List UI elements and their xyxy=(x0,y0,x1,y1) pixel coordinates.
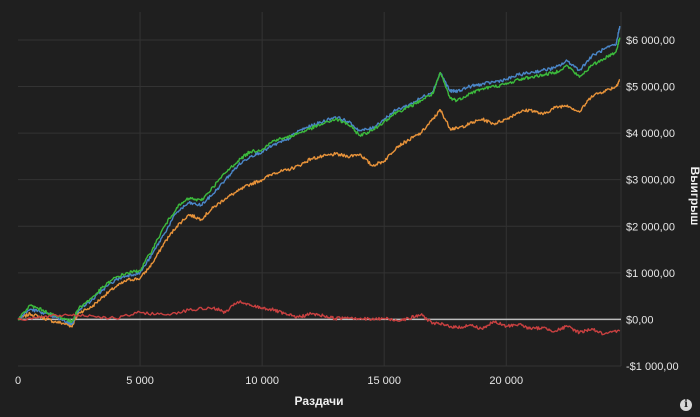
info-icon[interactable]: i xyxy=(680,399,692,411)
y-tick-label: $3 000,00 xyxy=(626,175,675,187)
x-tick-label: 15 000 xyxy=(367,375,401,387)
x-axis-ticks: 0 5 000 10 000 15 000 20 000 xyxy=(15,375,523,387)
y-tick-label: $5 000,00 xyxy=(626,82,675,94)
y-tick-label: -$1 000,00 xyxy=(626,361,679,373)
series-line xyxy=(17,37,621,324)
x-tick-label: 10 000 xyxy=(245,375,279,387)
series-line xyxy=(17,78,621,328)
y-tick-label: $1 000,00 xyxy=(626,268,675,280)
series-line xyxy=(17,25,621,326)
x-tick-label: 20 000 xyxy=(489,375,523,387)
grid xyxy=(18,12,622,367)
y-tick-label: $0,00 xyxy=(626,314,654,326)
y-tick-label: $2 000,00 xyxy=(626,221,675,233)
x-axis-title: Раздачи xyxy=(295,394,344,408)
series-line xyxy=(17,300,621,336)
series-layer xyxy=(17,25,621,336)
y-tick-label: $6 000,00 xyxy=(626,35,675,47)
y-tick-label: $4 000,00 xyxy=(626,128,675,140)
x-tick-label: 0 xyxy=(15,375,21,387)
y-axis-ticks: $6 000,00 $5 000,00 $4 000,00 $3 000,00 $2 0… xyxy=(626,35,679,373)
x-tick-label: 5 000 xyxy=(126,375,154,387)
y-axis-title: Выигрыш xyxy=(688,167,700,226)
